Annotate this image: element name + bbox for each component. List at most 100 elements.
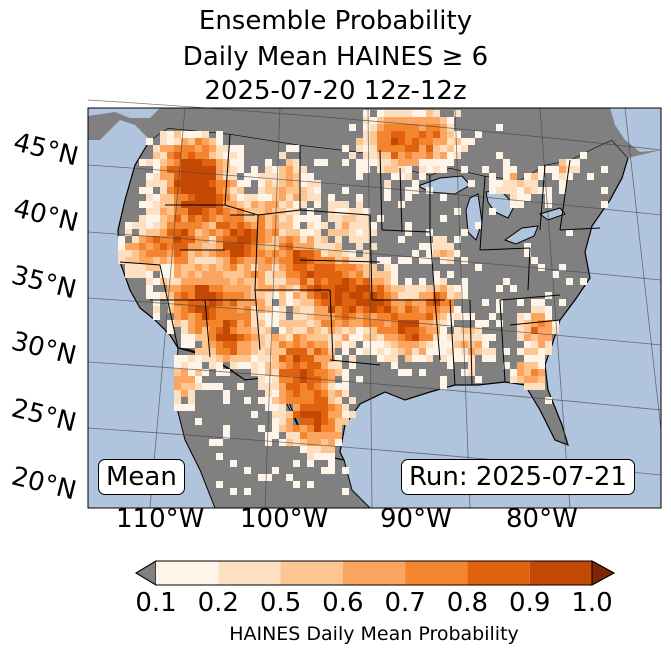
prob-cell [209,152,216,159]
prob-cell [384,355,391,362]
prob-cell [167,306,174,313]
prob-cell [209,362,216,369]
prob-cell [461,138,468,145]
prob-cell [209,320,216,327]
prob-cell [293,257,300,264]
prob-cell [370,306,377,313]
prob-cell [433,159,440,166]
prob-cell [356,229,363,236]
prob-cell [188,215,195,222]
prob-cell [461,334,468,341]
prob-cell [601,166,608,173]
prob-cell [552,173,559,180]
prob-cell [545,327,552,334]
prob-cell [342,418,349,425]
prob-cell [370,271,377,278]
prob-cell [377,306,384,313]
prob-cell [356,376,363,383]
prob-cell [230,278,237,285]
prob-cell [265,243,272,250]
prob-cell [223,159,230,166]
prob-cell [160,243,167,250]
prob-cell [279,411,286,418]
prob-cell [174,355,181,362]
prob-cell [293,390,300,397]
prob-cell [300,180,307,187]
prob-cell [174,397,181,404]
prob-cell [146,271,153,278]
prob-cell [510,194,517,201]
prob-cell [531,334,538,341]
prob-cell [188,404,195,411]
prob-cell [356,208,363,215]
prob-cell [412,299,419,306]
prob-cell [258,313,265,320]
prob-cell [377,117,384,124]
prob-cell [307,362,314,369]
prob-cell [377,313,384,320]
prob-cell [300,236,307,243]
prob-cell [370,131,377,138]
prob-cell [559,264,566,271]
prob-cell [174,390,181,397]
prob-cell [524,243,531,250]
prob-cell [125,264,132,271]
prob-cell [293,369,300,376]
prob-cell [230,271,237,278]
prob-cell [391,278,398,285]
prob-cell [405,166,412,173]
prob-cell [153,173,160,180]
prob-cell [601,201,608,208]
prob-cell [335,222,342,229]
prob-cell [202,166,209,173]
prob-cell [335,411,342,418]
prob-cell [314,159,321,166]
prob-cell [286,166,293,173]
prob-cell [258,264,265,271]
prob-cell [405,257,412,264]
prob-cell [237,348,244,355]
prob-cell [363,229,370,236]
prob-cell [272,187,279,194]
prob-cell [384,194,391,201]
prob-cell [167,229,174,236]
prob-cell [524,355,531,362]
prob-cell [272,194,279,201]
prob-cell [440,257,447,264]
prob-cell [384,327,391,334]
prob-cell [230,306,237,313]
prob-cell [433,166,440,173]
prob-cell [342,271,349,278]
prob-cell [293,271,300,278]
prob-cell [454,208,461,215]
prob-cell [265,432,272,439]
prob-cell [531,327,538,334]
prob-cell [181,222,188,229]
prob-cell [419,369,426,376]
prob-cell [454,348,461,355]
prob-cell [342,390,349,397]
prob-cell [209,292,216,299]
prob-cell [412,131,419,138]
prob-cell [188,285,195,292]
prob-cell [342,313,349,320]
prob-cell [447,271,454,278]
prob-cell [160,166,167,173]
prob-cell [335,306,342,313]
prob-cell [307,383,314,390]
prob-cell [293,292,300,299]
meridian-line [149,107,186,509]
prob-cell [279,271,286,278]
prob-cell [195,166,202,173]
prob-cell [202,285,209,292]
prob-cell [454,306,461,313]
prob-cell [314,306,321,313]
prob-cell [538,173,545,180]
prob-cell [468,180,475,187]
prob-cell [391,334,398,341]
prob-cell [153,313,160,320]
prob-cell [426,229,433,236]
prob-cell [181,229,188,236]
prob-cell [244,271,251,278]
prob-cell [398,138,405,145]
